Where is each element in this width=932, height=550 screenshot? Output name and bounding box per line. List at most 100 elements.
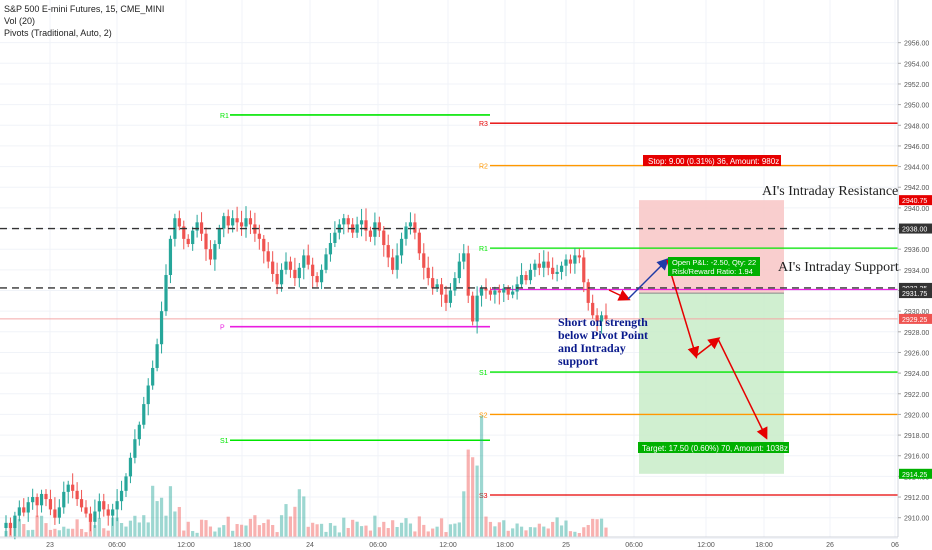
pivot-label-prev-p: P (220, 325, 225, 332)
volume-bar (102, 528, 106, 537)
candle-body (595, 315, 599, 322)
volume-bar (186, 521, 190, 537)
volume-bar (444, 532, 448, 537)
open-pnl-box (668, 257, 760, 276)
candle-body (115, 501, 119, 510)
volume-bar (124, 526, 128, 537)
candle-body (235, 218, 239, 223)
candle-body (244, 218, 248, 227)
candle-body (417, 232, 421, 254)
candle-body (431, 278, 435, 289)
arrow-segment-up (627, 257, 670, 300)
support-annotation: AI's Intraday Support (778, 260, 899, 275)
candle-body (511, 291, 515, 295)
stop-label: Stop: 9.00 (0.31%) 36, Amount: 980z (648, 157, 779, 166)
candle-body (191, 230, 195, 245)
candle-body (448, 290, 453, 303)
candle-body (279, 269, 284, 285)
candle-body (408, 222, 413, 227)
volume-bar (377, 527, 381, 537)
time-tick-label: 18:00 (496, 542, 514, 549)
volume-bar (71, 528, 75, 537)
candle-body (146, 385, 150, 405)
candle-body (39, 493, 44, 506)
candle-body (4, 522, 8, 529)
candle-body (186, 238, 190, 245)
price-tick-label: 2924.00 (904, 371, 929, 378)
candle-body (66, 484, 70, 492)
candle-body (577, 255, 581, 258)
volume-study-label[interactable]: Vol (20) (4, 16, 35, 26)
pivot-label-s1: S1 (479, 370, 488, 377)
candle-body (22, 507, 26, 513)
candle-body (528, 269, 533, 281)
price-axis[interactable]: 2910.002912.002914.002916.002918.002920.… (897, 0, 932, 537)
price-badge-label: 2931.75 (902, 291, 927, 298)
target-label-box (638, 442, 789, 453)
price-tick-label: 2930.00 (904, 309, 929, 316)
time-tick-label: 06:00 (108, 542, 126, 549)
candle-body (271, 261, 275, 274)
volume-bar (199, 519, 204, 537)
volume-bar (35, 515, 39, 537)
volume-bar (182, 530, 186, 537)
volume-bar (537, 523, 541, 537)
volume-bar (555, 517, 559, 537)
volume-bar (426, 531, 430, 537)
volume-bar (359, 526, 364, 537)
volume-bar (408, 523, 413, 537)
volume-bar (391, 520, 395, 537)
candle-body (57, 507, 61, 518)
volume-bar (315, 524, 319, 537)
volume-bar (293, 506, 297, 537)
candle-body (262, 238, 266, 252)
candle-body (8, 522, 13, 529)
volume-bar (133, 515, 137, 537)
pivots-study-label[interactable]: Pivots (Traditional, Auto, 2) (4, 28, 112, 38)
candle-body (35, 497, 39, 506)
position-zones (639, 200, 784, 474)
candle-body (53, 509, 57, 518)
candle-body (591, 302, 595, 316)
resistance-annotation: AI's Intraday Resistance (762, 184, 898, 199)
pivot-label-s2: S2 (479, 412, 488, 419)
candle-body (31, 497, 35, 503)
volume-bar (93, 525, 97, 537)
volume-bar (115, 517, 119, 537)
volume-bar (191, 531, 195, 537)
volume-bar (551, 521, 555, 537)
volume-bar (97, 517, 101, 537)
price-badge (899, 468, 932, 479)
price-tick-label: 2912.00 (904, 495, 929, 502)
candle-body (133, 439, 137, 458)
volume-bar (475, 465, 479, 537)
volume-bar (453, 523, 457, 537)
volume-bar (564, 520, 568, 537)
time-axis[interactable]: 23 06:00 12:00 18:00 24 06:00 12:00 18:00 25 06:0… (0, 536, 899, 549)
volume-bar (448, 524, 453, 537)
volume-bar (333, 525, 337, 537)
volume-bar (235, 524, 239, 537)
candle-body (355, 224, 359, 233)
volume-bar (119, 523, 124, 537)
candle-body (44, 493, 48, 500)
volume-bar (159, 497, 164, 537)
volume-bar (577, 532, 581, 537)
candle-body (346, 218, 350, 225)
dashed-levels[interactable] (0, 227, 898, 289)
risk-reward-label: Risk/Reward Ratio: 1.94 (672, 267, 753, 276)
volume-bar (471, 457, 475, 537)
volume-bar (75, 519, 79, 537)
volume-bar (479, 415, 484, 537)
price-badge (899, 195, 932, 206)
volume-bar (439, 518, 444, 537)
symbol-title[interactable]: S&P 500 E-mini Futures, 15, CME_MINI (4, 4, 164, 14)
volume-bar (217, 527, 221, 537)
candle-body (177, 218, 181, 227)
candle-body (466, 253, 470, 296)
note-line-4: support (558, 354, 598, 368)
volume-bar (395, 526, 399, 537)
price-tick-label: 2950.00 (904, 103, 929, 110)
volume-bar (559, 525, 564, 537)
